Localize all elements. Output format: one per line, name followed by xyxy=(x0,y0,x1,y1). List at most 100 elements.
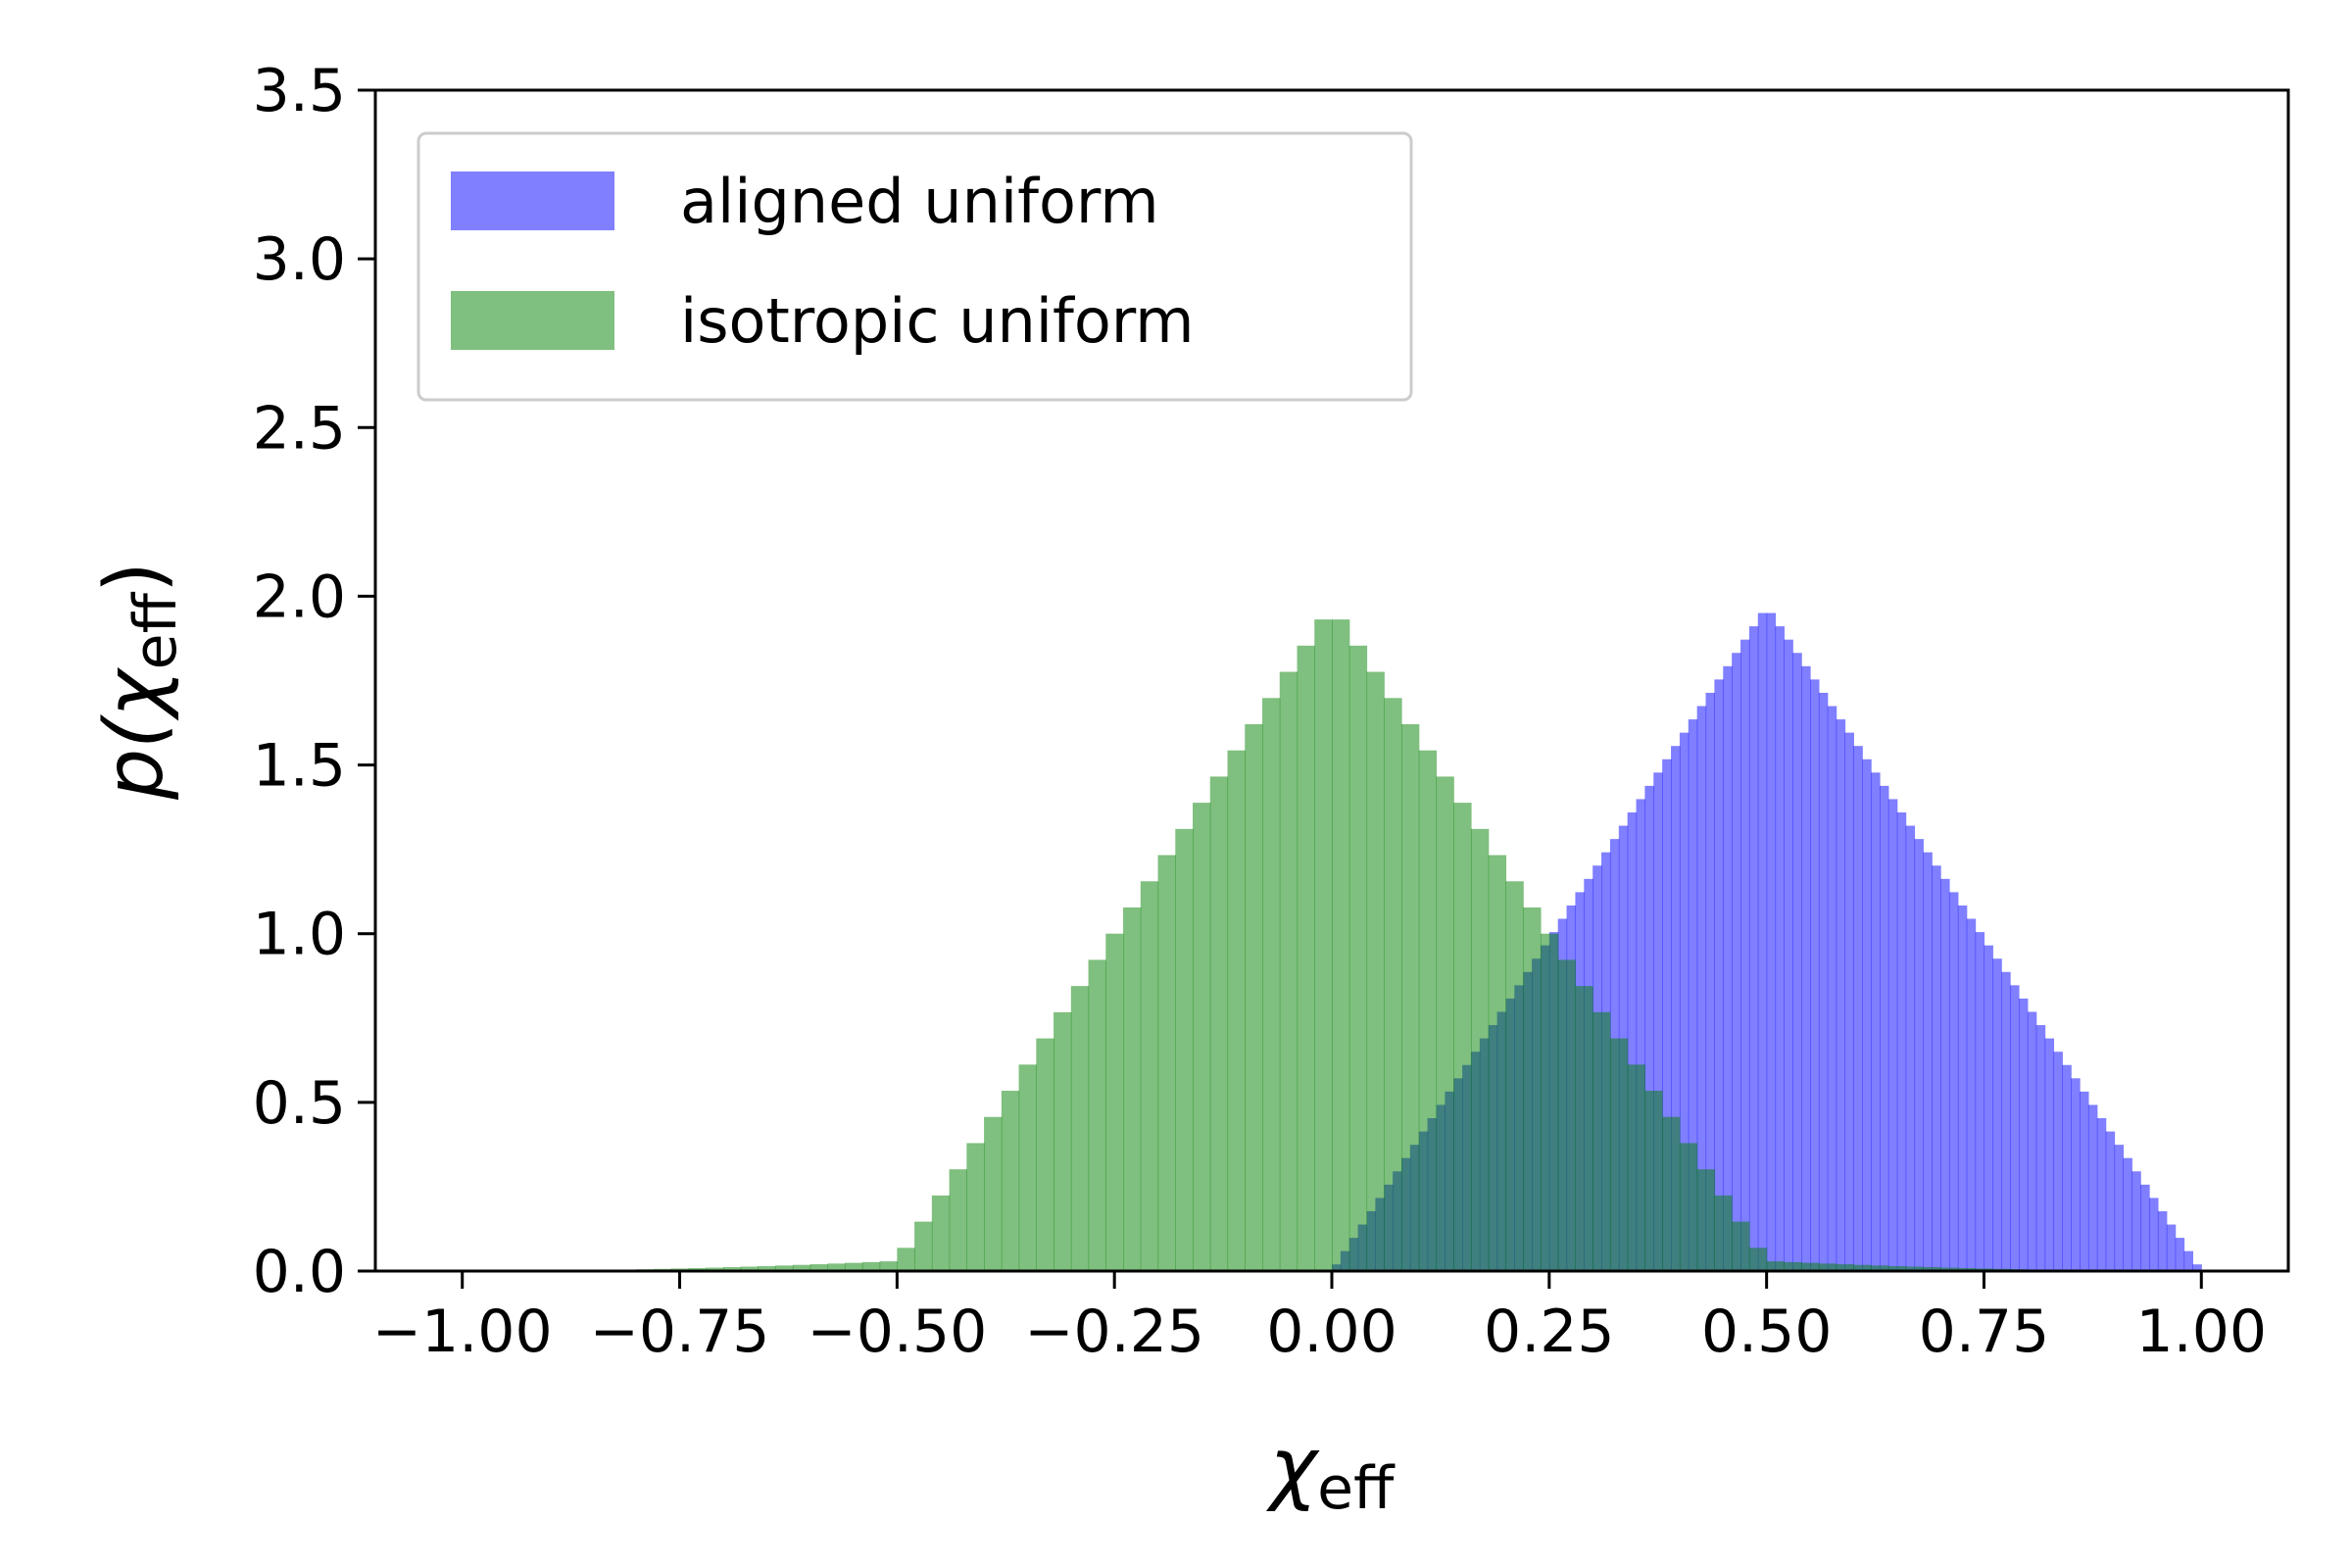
bar-isotropic-uniform xyxy=(1766,1261,1785,1271)
y-axis-label-prefix: p(χ xyxy=(88,666,181,801)
bar-isotropic-uniform xyxy=(1609,1038,1629,1271)
bar-aligned-uniform xyxy=(1914,839,1924,1271)
bar-aligned-uniform xyxy=(2053,1052,2063,1271)
bar-aligned-uniform xyxy=(1636,799,1646,1271)
x-tick-label: −0.25 xyxy=(1024,1298,1204,1366)
bar-isotropic-uniform xyxy=(966,1143,985,1271)
bar-isotropic-uniform xyxy=(1784,1261,1802,1271)
bar-isotropic-uniform xyxy=(1557,959,1577,1271)
bar-isotropic-uniform xyxy=(1505,881,1524,1271)
bar-aligned-uniform xyxy=(1714,679,1724,1271)
bar-aligned-uniform xyxy=(2149,1198,2159,1271)
bar-isotropic-uniform xyxy=(1836,1264,1854,1271)
bar-aligned-uniform xyxy=(1766,612,1777,1271)
bar-isotropic-uniform xyxy=(722,1267,742,1271)
bar-aligned-uniform xyxy=(1748,626,1759,1271)
bar-isotropic-uniform xyxy=(740,1266,759,1271)
histogram-bars xyxy=(514,612,2202,1271)
legend-swatch-isotropic-uniform xyxy=(451,291,614,350)
bar-aligned-uniform xyxy=(1662,759,1672,1271)
bar-isotropic-uniform xyxy=(1748,1248,1768,1271)
bar-aligned-uniform xyxy=(2192,1264,2202,1271)
y-axis-label-suffix: ) xyxy=(88,562,181,593)
bar-isotropic-uniform xyxy=(1957,1267,1977,1271)
bar-aligned-uniform xyxy=(1984,945,1993,1271)
bar-aligned-uniform xyxy=(2140,1184,2150,1271)
bar-isotropic-uniform xyxy=(1714,1195,1733,1271)
legend-swatch-aligned-uniform xyxy=(451,172,614,230)
y-tick-label: 0.0 xyxy=(253,1238,346,1306)
bar-isotropic-uniform xyxy=(1662,1116,1681,1271)
y-axis-label: p(χeff) xyxy=(88,562,190,801)
bar-aligned-uniform xyxy=(2087,1104,2098,1271)
bar-isotropic-uniform xyxy=(1453,803,1472,1271)
bar-isotropic-uniform xyxy=(1540,933,1559,1271)
bar-isotropic-uniform xyxy=(1905,1266,1924,1271)
y-axis-label-sub: eff xyxy=(122,591,190,669)
bar-isotropic-uniform xyxy=(1348,645,1368,1271)
bar-aligned-uniform xyxy=(2071,1078,2081,1271)
bar-isotropic-uniform xyxy=(1871,1265,1889,1271)
bar-aligned-uniform xyxy=(1836,719,1846,1271)
bar-aligned-uniform xyxy=(2183,1250,2193,1271)
y-tick-label: 1.0 xyxy=(253,901,346,969)
bar-isotropic-uniform xyxy=(1175,828,1194,1271)
bar-isotropic-uniform xyxy=(1157,855,1176,1271)
bar-aligned-uniform xyxy=(1940,878,1950,1271)
legend-label-isotropic-uniform: isotropic uniform xyxy=(680,285,1195,357)
bar-isotropic-uniform xyxy=(949,1169,967,1271)
bar-aligned-uniform xyxy=(1975,932,1985,1271)
bar-aligned-uniform xyxy=(1740,639,1750,1271)
bar-aligned-uniform xyxy=(2044,1038,2055,1271)
bar-isotropic-uniform xyxy=(792,1264,811,1271)
bar-isotropic-uniform xyxy=(1436,776,1454,1271)
bar-aligned-uniform xyxy=(1810,679,1820,1271)
x-tick-label: 0.25 xyxy=(1484,1298,1615,1366)
x-tick-label: 0.75 xyxy=(1919,1298,2050,1366)
bar-aligned-uniform xyxy=(1705,692,1715,1271)
bar-aligned-uniform xyxy=(1627,812,1638,1271)
bar-isotropic-uniform xyxy=(1070,986,1090,1271)
bar-isotropic-uniform xyxy=(1314,619,1333,1271)
bar-aligned-uniform xyxy=(2080,1091,2089,1271)
bar-isotropic-uniform xyxy=(1123,907,1142,1271)
bar-isotropic-uniform xyxy=(845,1262,863,1271)
bar-isotropic-uniform xyxy=(1366,671,1385,1271)
bar-isotropic-uniform xyxy=(984,1116,1003,1271)
x-tick-label: 0.50 xyxy=(1701,1298,1833,1366)
bar-aligned-uniform xyxy=(2157,1210,2168,1271)
bar-aligned-uniform xyxy=(2175,1238,2185,1271)
bar-isotropic-uniform xyxy=(1732,1221,1750,1271)
bar-isotropic-uniform xyxy=(1036,1038,1054,1271)
y-tick-label: 2.5 xyxy=(253,394,346,463)
bar-aligned-uniform xyxy=(1818,692,1829,1271)
bar-aligned-uniform xyxy=(1723,665,1733,1271)
bar-isotropic-uniform xyxy=(1018,1064,1037,1271)
bar-aligned-uniform xyxy=(1653,772,1663,1271)
bar-aligned-uniform xyxy=(2114,1145,2125,1271)
bar-aligned-uniform xyxy=(1862,759,1872,1271)
bar-isotropic-uniform xyxy=(897,1248,915,1271)
bar-isotropic-uniform xyxy=(1627,1064,1646,1271)
bar-aligned-uniform xyxy=(1923,852,1933,1271)
bar-aligned-uniform xyxy=(1871,772,1881,1271)
bar-isotropic-uniform xyxy=(1940,1267,1959,1271)
bar-isotropic-uniform xyxy=(1592,1011,1611,1271)
bar-aligned-uniform xyxy=(1887,799,1898,1271)
bar-aligned-uniform xyxy=(1844,732,1854,1271)
bar-aligned-uniform xyxy=(1853,746,1863,1271)
bar-aligned-uniform xyxy=(2096,1118,2107,1271)
bar-aligned-uniform xyxy=(1775,626,1785,1271)
bar-isotropic-uniform xyxy=(1209,776,1229,1271)
x-axis-label-main: χ xyxy=(1266,1421,1321,1514)
bar-isotropic-uniform xyxy=(1227,750,1246,1271)
bar-isotropic-uniform xyxy=(1245,723,1263,1271)
bar-aligned-uniform xyxy=(1757,612,1768,1271)
bar-aligned-uniform xyxy=(2010,985,2020,1271)
bar-aligned-uniform xyxy=(1992,958,2002,1271)
x-tick-label: 1.00 xyxy=(2135,1298,2267,1366)
bar-aligned-uniform xyxy=(2123,1157,2132,1271)
bar-aligned-uniform xyxy=(1784,639,1793,1271)
legend: aligned uniform isotropic uniform xyxy=(416,131,1413,402)
bar-aligned-uniform xyxy=(1801,665,1811,1271)
